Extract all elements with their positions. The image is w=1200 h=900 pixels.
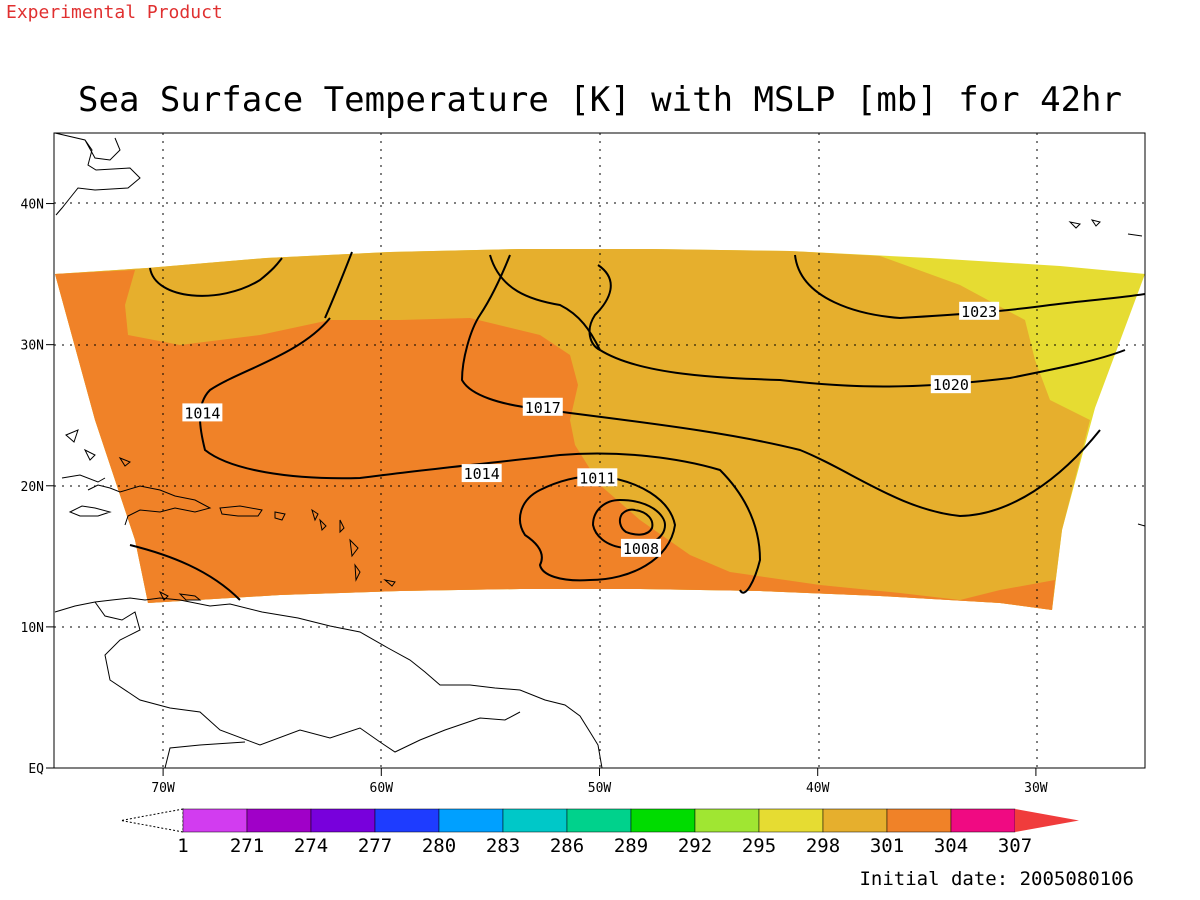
isobar-1020-line-west [324,251,353,319]
isobar-label: 1014 [184,404,220,422]
initial-date-label: Initial date: 2005080106 [859,868,1134,890]
colorbar-swatch [822,808,888,833]
colorbar-label: 307 [998,835,1032,857]
atlantic-islands-coast [1068,219,1146,527]
colorbar-swatch [694,808,760,833]
lon-tick-label: 40W [806,781,830,796]
colorbar-swatch [886,808,952,833]
colorbar-min-arrow [120,808,184,833]
colorbar-swatch [374,808,440,833]
colorbar: 1 271 274 277 280 283 286 289 292 295 298 301 304 307 [120,808,1079,857]
colorbar-label: 292 [678,835,712,857]
colorbar-label: 277 [358,835,392,857]
cuba-hispaniola-coast [61,474,212,526]
colorbar-swatch [438,808,504,833]
lon-tick-label: 50W [588,781,612,796]
colorbar-swatch [310,808,376,833]
isobar-1020-line [489,254,1126,388]
colorbar-label: 295 [742,835,776,857]
colorbar-label: 304 [934,835,968,857]
caribbean-islands-coast [65,429,396,601]
lon-tick-label: 30W [1024,781,1048,796]
colorbar-label: 1 [177,835,188,857]
north-america-coast [54,132,141,216]
colorbar-label: 280 [422,835,456,857]
latitude-axis: EQ 10N 20N 30N 40N [21,198,54,777]
colorbar-swatch [630,808,696,833]
isobar-1017-line [199,254,1101,594]
colorbar-label: 301 [870,835,904,857]
lon-tick-label: 70W [151,781,175,796]
colorbar-label: 298 [806,835,840,857]
lon-tick-label: 60W [370,781,394,796]
isobar-label: 1020 [933,376,969,394]
lat-tick-label: 40N [21,198,44,213]
lat-tick-label: 10N [21,621,44,636]
colorbar-label: 286 [550,835,584,857]
lat-tick-label: EQ [28,762,44,777]
colorbar-label: 283 [486,835,520,857]
experimental-product-label: Experimental Product [6,2,223,23]
isobar-label-bg [620,538,661,557]
south-america-coast [54,597,603,769]
isobar-label: 1011 [579,469,615,487]
isobar-labels: 1023 1020 1017 1014 1014 1011 1008 [182,301,1000,558]
isobar-1020-line-north [149,257,283,297]
coastlines [54,132,1146,769]
isobar-label-bg [182,403,223,422]
colorbar-swatch [950,808,1016,833]
colorbar-max-arrow [1015,809,1079,832]
colorbar-swatch [182,808,248,833]
longitude-axis: 70W 60W 50W 40W 30W [151,768,1048,796]
colorbar-label: 274 [294,835,328,857]
lat-tick-label: 20N [21,480,44,495]
isobar-label-bg [930,375,971,394]
isobar-label: 1017 [525,399,561,417]
isobar-1014-line [129,264,612,601]
colorbar-swatch [246,808,312,833]
mslp-isobars [129,251,1146,601]
colorbar-label: 289 [614,835,648,857]
colorbar-swatch [566,808,632,833]
chart-title: Sea Surface Temperature [K] with MSLP [m… [78,80,1122,120]
isobar-1011-line [519,474,677,582]
isobar-label: 1014 [464,465,500,483]
isobar-label-bg [959,301,1000,320]
sst-field-304 [55,270,1055,610]
isobar-label-bg [577,468,618,487]
colorbar-swatch [502,808,568,833]
isobar-label: 1008 [623,540,659,558]
isobar-1005-line [618,508,654,536]
isobar-label: 1023 [961,303,997,321]
lat-tick-label: 30N [21,339,44,354]
colorbar-swatch [758,808,824,833]
isobar-label-bg [461,464,502,483]
colorbar-label: 271 [230,835,264,857]
isobar-label-bg [522,397,563,416]
isobar-1023-line [794,254,1146,320]
